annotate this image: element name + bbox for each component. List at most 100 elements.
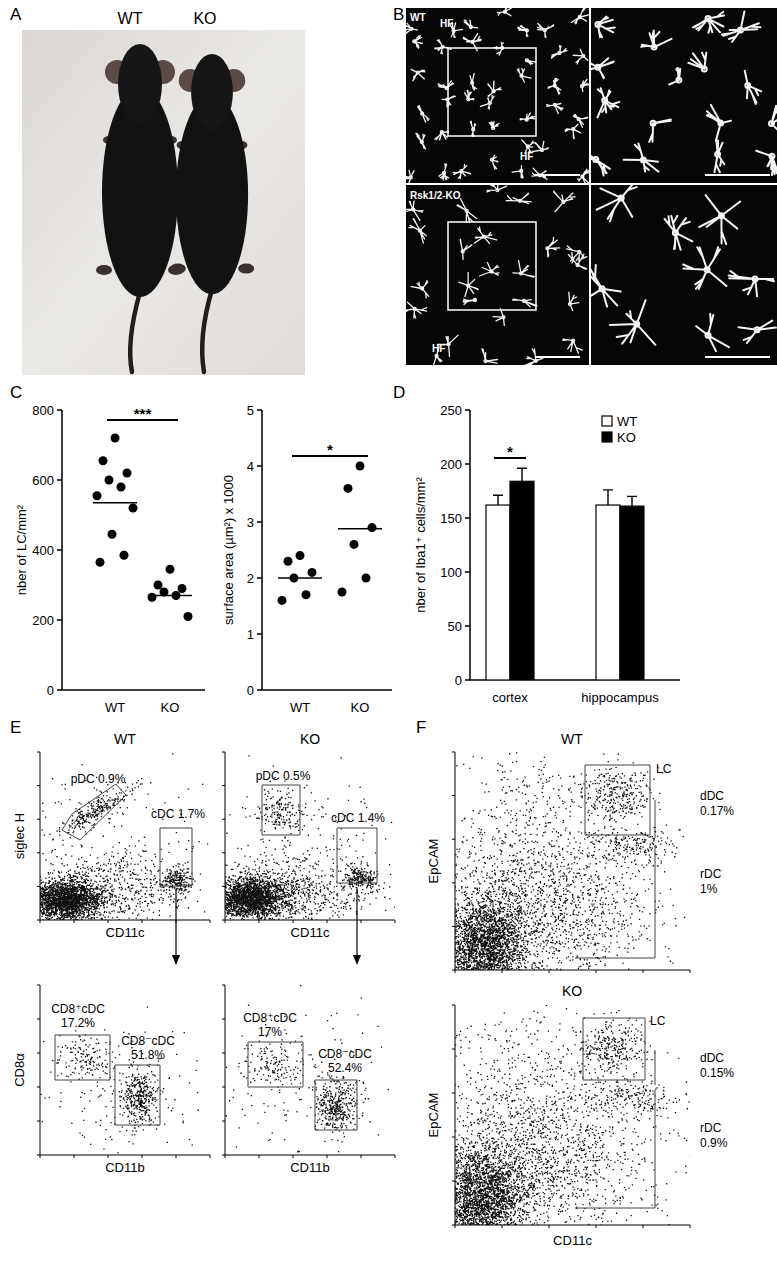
flow-plot	[455, 1005, 690, 1225]
gate-label: CD8⁺cDC	[51, 1002, 105, 1016]
events	[455, 752, 690, 970]
micrograph-cells	[591, 12, 777, 176]
bar	[510, 481, 534, 680]
error-bar	[493, 495, 503, 505]
panel-label: C	[10, 383, 22, 402]
point	[154, 581, 163, 590]
point	[96, 558, 105, 567]
flow-ticks	[452, 752, 690, 973]
flow-plot	[40, 985, 210, 1155]
tick	[257, 465, 262, 467]
point	[338, 588, 347, 597]
axis-x	[62, 689, 205, 691]
flow-plot	[455, 752, 690, 970]
axis-label: CD11c	[553, 1233, 592, 1248]
point	[184, 612, 193, 621]
point	[284, 557, 293, 566]
point	[99, 456, 108, 465]
tick-label: 250	[440, 403, 462, 418]
axis-x	[262, 689, 392, 691]
gate-label: LC	[656, 762, 672, 776]
gate-label: dDC	[700, 789, 724, 803]
tick-label: 5	[247, 403, 254, 418]
figure: ABCDEFWTKOWTHFHFRsk1/2-KOHF0200400600800…	[0, 0, 777, 1269]
error-bar	[517, 468, 527, 481]
tick-label: 0	[47, 683, 54, 698]
mean-line	[148, 595, 192, 597]
flow-plot	[225, 755, 395, 920]
tick	[57, 689, 62, 691]
tick	[257, 577, 262, 579]
arrow	[175, 890, 176, 956]
tick	[465, 679, 470, 681]
point	[368, 523, 377, 532]
mouse-tail	[202, 290, 212, 373]
plot-title: KO	[562, 983, 582, 999]
axis-label: CD11c	[106, 925, 145, 940]
category-label: WT	[290, 700, 310, 715]
events	[40, 985, 210, 1155]
micrograph-cells	[591, 185, 776, 351]
panel-label: E	[10, 718, 21, 737]
tick-label: 400	[32, 543, 54, 558]
gate-label: pDC 0.5%	[256, 769, 311, 783]
gate-label: dDC	[700, 1051, 724, 1065]
gate-label: cDC 1.4%	[331, 811, 385, 825]
tick	[465, 625, 470, 627]
annotation: *	[327, 441, 333, 458]
point	[362, 574, 371, 583]
photo	[22, 30, 305, 375]
point	[111, 434, 120, 443]
mouse-foot	[96, 265, 112, 275]
error-bar	[627, 496, 637, 506]
point	[350, 540, 359, 549]
label: KO	[193, 10, 216, 27]
point	[129, 504, 138, 513]
mouse-foot	[238, 264, 254, 274]
inset-box	[448, 48, 536, 136]
gate-label: 51.8%	[131, 1048, 165, 1062]
category-label: WT	[105, 700, 125, 715]
tick	[465, 463, 470, 465]
gate-label: LC	[650, 1014, 666, 1028]
tick-label: 100	[440, 565, 462, 580]
mean-line	[278, 577, 322, 579]
tick	[257, 409, 262, 411]
arrow	[356, 890, 357, 956]
gate	[575, 1090, 655, 1208]
inset-box	[448, 222, 536, 310]
tick-label: 0	[455, 673, 462, 688]
tick	[57, 549, 62, 551]
point	[356, 462, 365, 471]
annotation: *	[507, 443, 513, 460]
axis-label: CD11c	[291, 925, 330, 940]
scale-bar	[705, 356, 770, 358]
tick	[57, 479, 62, 481]
plot-area	[93, 434, 193, 622]
gate	[655, 1050, 656, 1085]
flow-plot	[225, 985, 395, 1155]
plot-title: KO	[300, 731, 320, 747]
flow-axes	[455, 1005, 690, 1225]
tick-label: 200	[440, 457, 462, 472]
gate	[575, 845, 655, 958]
axis-label: siglec H	[12, 813, 27, 859]
axis-label: EpCAM	[426, 1093, 441, 1138]
cells	[406, 8, 589, 183]
tick	[465, 409, 470, 411]
tick	[465, 571, 470, 573]
gate-label: cDC 1.7%	[151, 807, 205, 821]
gate	[55, 1035, 110, 1080]
legend-label: KO	[617, 430, 636, 445]
mouse-head	[118, 44, 162, 124]
gate-label: 17.2%	[61, 1016, 95, 1030]
gate-label: 0.17%	[700, 804, 734, 818]
events	[225, 755, 395, 920]
axis-label: surface area (µm²) x 1000	[221, 475, 236, 625]
gate-label: CD8⁺cDC	[243, 1011, 297, 1025]
category-label: cortex	[492, 690, 528, 705]
flow-axes	[40, 985, 210, 1155]
tick-label: 3	[247, 515, 254, 530]
panel-label: F	[416, 718, 426, 737]
gate-label: 0.9%	[700, 1136, 728, 1150]
